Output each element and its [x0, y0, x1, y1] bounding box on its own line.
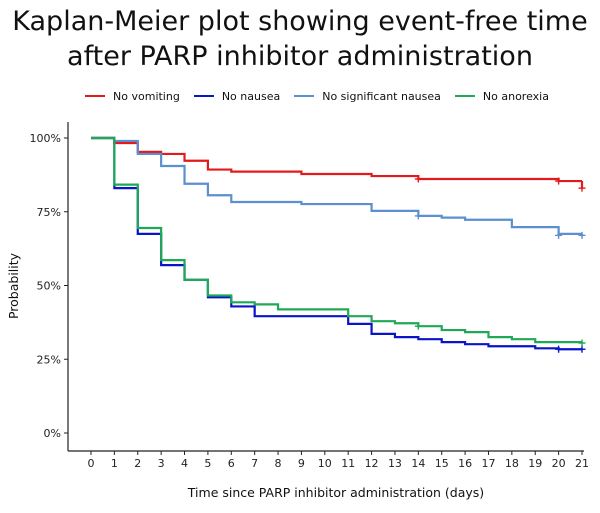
x-tick-label: 1 [111, 457, 118, 470]
legend-item-no-vomiting: No vomiting [85, 90, 180, 103]
x-axis-title: Time since PARP inhibitor administration… [187, 485, 484, 500]
x-tick-label: 8 [275, 457, 282, 470]
legend-label-no-vomiting: No vomiting [113, 89, 180, 103]
x-tick-label: 9 [298, 457, 305, 470]
legend-label-no-anorexia: No anorexia [482, 89, 549, 103]
chart-title-line-2: after PARP inhibitor administration [67, 41, 533, 72]
km-curve-no-anorexia [91, 136, 582, 344]
legend: No vomiting No nausea No significant nau… [0, 86, 600, 106]
x-tick-label: 11 [341, 457, 355, 470]
censor-mark [555, 231, 563, 239]
x-tick-label: 17 [481, 457, 495, 470]
y-tick-label: 0% [44, 427, 61, 440]
censor-mark [555, 177, 563, 185]
series-no-anorexia [91, 136, 586, 347]
series-no-significant-nausea [91, 136, 586, 239]
legend-item-no-anorexia: No anorexia [454, 89, 549, 103]
x-tick-label: 16 [458, 457, 472, 470]
km-curve-no-nausea [91, 136, 582, 351]
chart-title-line-1: Kaplan-Meier plot showing event-free tim… [12, 6, 588, 37]
legend-swatch-no-nausea [193, 95, 214, 97]
censor-mark [555, 345, 563, 353]
legend-swatch-no-vomiting [85, 95, 106, 97]
legend-item-no-significant-nausea: No significant nausea [294, 90, 441, 103]
y-tick-label: 25% [37, 353, 61, 366]
y-axis-title: Probability [6, 252, 21, 319]
censor-mark [578, 339, 586, 347]
x-tick-label: 14 [411, 457, 425, 470]
censor-mark [578, 231, 586, 239]
x-tick-label: 20 [552, 457, 566, 470]
series-no-nausea [91, 136, 586, 353]
censor-mark [578, 345, 586, 353]
censor-mark [578, 184, 586, 192]
legend-label-no-nausea: No nausea [221, 89, 281, 103]
y-tick-label: 100% [30, 132, 61, 145]
censor-mark [414, 175, 422, 183]
x-tick-label: 0 [88, 457, 95, 470]
x-tick-label: 7 [251, 457, 258, 470]
series-layer [91, 136, 586, 353]
legend-item-no-nausea: No nausea [193, 89, 281, 103]
x-tick-label: 4 [181, 457, 188, 470]
x-tick-label: 13 [388, 457, 402, 470]
x-tick-label: 19 [528, 457, 542, 470]
x-tick-label: 12 [365, 457, 379, 470]
x-tick-label: 15 [435, 457, 449, 470]
legend-swatch-no-significant-nausea [294, 95, 315, 97]
series-no-vomiting [91, 136, 586, 192]
censor-mark [414, 322, 422, 330]
x-tick-label: 21 [575, 457, 589, 470]
legend-swatch-no-anorexia [454, 95, 475, 97]
chart-title: Kaplan-Meier plot showing event-free tim… [0, 4, 600, 74]
x-tick-label: 5 [204, 457, 211, 470]
x-tick-label: 18 [505, 457, 519, 470]
x-tick-label: 3 [158, 457, 165, 470]
legend-label-no-significant-nausea: No significant nausea [322, 89, 441, 103]
x-tick-label: 2 [134, 457, 141, 470]
km-curve-no-vomiting [91, 136, 582, 183]
axes: 0%25%50%75%100%0 1 2 3 4 5 6 7 8 9 10 11 12 13 14 15 16 1… [30, 122, 589, 470]
x-tick-label: 10 [318, 457, 332, 470]
x-tick-label: 6 [228, 457, 235, 470]
y-tick-label: 75% [37, 206, 61, 219]
censor-mark [414, 212, 422, 220]
y-tick-label: 50% [37, 280, 61, 293]
km-curve-no-significant-nausea [91, 136, 582, 235]
